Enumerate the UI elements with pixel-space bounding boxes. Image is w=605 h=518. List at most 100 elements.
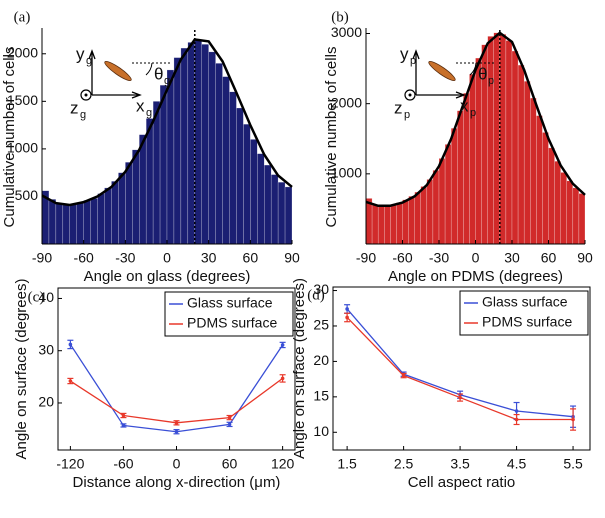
inset-label: θ (478, 64, 487, 83)
bar (530, 97, 537, 245)
bar (463, 92, 470, 245)
legend-label: Glass surface (187, 295, 273, 311)
y-axis-title: Cumulative number of cells (1, 47, 18, 228)
bar (270, 174, 279, 245)
bar (523, 81, 531, 245)
panel-label: (b) (331, 9, 349, 25)
bar (187, 42, 195, 245)
bar (97, 193, 105, 245)
legend (164, 291, 294, 337)
x-tick-label: -60 (392, 250, 412, 266)
point (121, 413, 126, 418)
bar (390, 204, 397, 245)
bar (505, 40, 513, 245)
x-tick-label: -90 (32, 250, 52, 266)
bar (371, 204, 379, 245)
bar (62, 203, 70, 245)
bar (402, 199, 409, 245)
bar (159, 84, 168, 245)
bar (487, 36, 494, 245)
bar (194, 40, 202, 245)
x-axis-title: Angle on glass (degrees) (84, 268, 251, 285)
inset-subscript: g (80, 109, 86, 121)
x-tick-label: 30 (504, 250, 520, 266)
y-tick-label: 20 (313, 352, 329, 368)
inset-cell (428, 60, 456, 82)
bar (548, 147, 555, 245)
inset-subscript: g (146, 107, 152, 119)
x-tick-label: 0 (173, 456, 181, 472)
bar (83, 200, 91, 245)
panel-label: (d) (307, 287, 325, 303)
x-tick-label: 5.5 (563, 456, 583, 472)
y-tick-label: 30 (313, 281, 329, 297)
bar (566, 180, 574, 245)
y-tick-label: 2000 (7, 44, 38, 60)
bar (408, 196, 415, 245)
x-tick-label: 4.5 (507, 456, 527, 472)
series-line (69, 344, 284, 433)
bar (499, 34, 507, 245)
bar (173, 57, 182, 245)
y-tick-label: 10 (313, 423, 329, 439)
x-axis-title: Distance along x-direction (μm) (73, 474, 281, 491)
x-tick-label: 0 (163, 250, 171, 266)
inset: y pθ pz p x p (394, 44, 494, 120)
bar (139, 134, 147, 245)
bar (377, 205, 385, 245)
inset-label: y (76, 44, 85, 63)
x-tick-label: 120 (271, 456, 295, 472)
fit-curve (365, 31, 586, 208)
bar (572, 187, 580, 245)
inset-angle-arc (145, 62, 153, 76)
x-tick-label: 60 (541, 250, 557, 266)
bar (469, 74, 476, 245)
x-tick-label: 90 (577, 250, 593, 266)
x-axis-title: Cell aspect ratio (408, 474, 516, 491)
x-tick-label: 3.5 (450, 456, 470, 472)
y-tick-label: 500 (15, 187, 39, 203)
point (345, 315, 349, 320)
bar (438, 158, 446, 245)
inset-label: θ (154, 64, 163, 83)
inset-angle-arc (469, 62, 477, 76)
y-tick-label: 1000 (331, 165, 362, 181)
y-tick-label: 1500 (7, 92, 38, 108)
bar (118, 172, 126, 245)
bar (426, 179, 434, 245)
bar (111, 181, 119, 245)
inset-z-dot (408, 93, 412, 97)
bar (420, 186, 428, 245)
inset-arrow (131, 91, 142, 99)
bar (250, 139, 258, 245)
x-tick-label: 60 (243, 250, 259, 266)
y-axis-title: Cumulative number of cells (323, 47, 340, 228)
point (514, 417, 519, 422)
inset-arrow (455, 91, 466, 99)
inset-subscript: g (164, 75, 170, 87)
legend-label: PDMS surface (187, 315, 277, 331)
point (458, 395, 462, 400)
point (174, 429, 179, 434)
bar (243, 123, 251, 245)
point (401, 373, 406, 378)
bar (414, 191, 421, 245)
bar (384, 205, 391, 245)
legend (459, 290, 589, 336)
inset-subscript: p (404, 109, 410, 121)
bar (152, 101, 161, 245)
bar (125, 162, 133, 245)
bar (511, 50, 519, 245)
point (280, 343, 285, 347)
point (174, 421, 179, 425)
x-tick-label: 30 (201, 250, 217, 266)
x-tick-label: -30 (429, 250, 449, 266)
bar (450, 128, 458, 245)
bar (132, 149, 140, 245)
y-tick-label: 20 (38, 394, 54, 410)
bar (145, 118, 154, 245)
y-tick-label: 2000 (331, 94, 362, 110)
y-tick-label: 40 (38, 289, 54, 305)
y-axis-title: Angle on surface (degrees) (13, 279, 30, 460)
